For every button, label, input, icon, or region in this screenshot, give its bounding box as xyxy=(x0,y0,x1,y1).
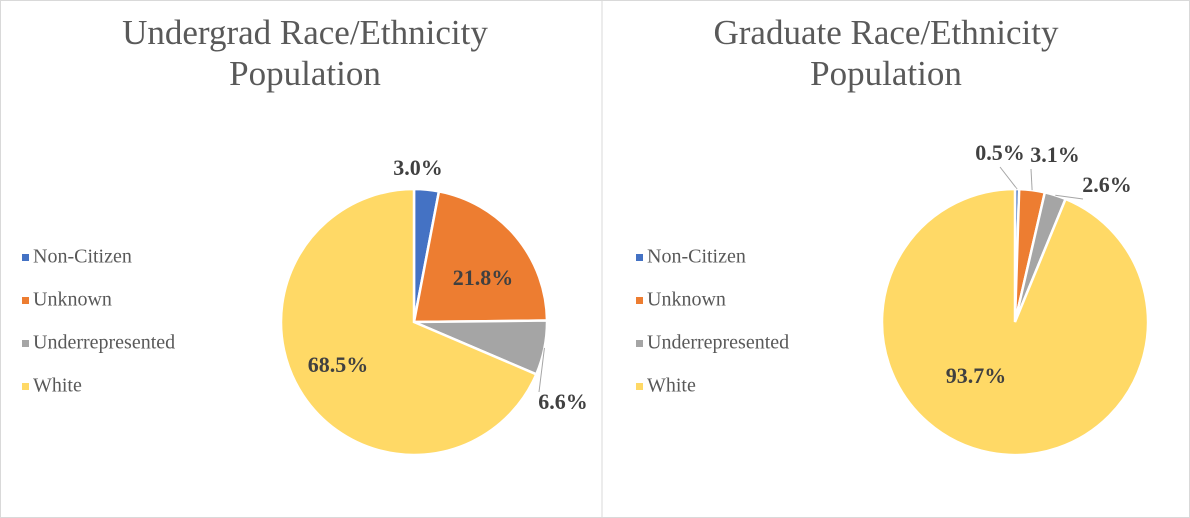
legend-label: Non-Citizen xyxy=(647,246,746,268)
data-label: 68.5% xyxy=(308,352,369,377)
legend-swatch xyxy=(22,297,29,304)
legend-swatch xyxy=(636,340,643,347)
leader-line xyxy=(999,166,1018,190)
legend-label: Unknown xyxy=(647,289,726,311)
leader-line xyxy=(538,347,545,393)
legend-label: White xyxy=(33,375,82,397)
data-label: 3.1% xyxy=(1030,142,1080,167)
legend-label: Underrepresented xyxy=(647,332,789,354)
chart-title: Graduate Race/Ethnicity Population xyxy=(713,13,1059,93)
data-label: 21.8% xyxy=(453,265,514,290)
pie-slice xyxy=(412,189,549,324)
legend-label: Unknown xyxy=(33,289,112,311)
data-label: 2.6% xyxy=(1082,172,1132,197)
legend-label: Underrepresented xyxy=(33,332,175,354)
chart-title: Undergrad Race/Ethnicity Population xyxy=(122,13,488,93)
legend-swatch xyxy=(22,254,29,261)
data-label: 93.7% xyxy=(946,363,1007,388)
legend-swatch xyxy=(22,383,29,390)
leader-line xyxy=(1030,168,1033,191)
data-label: 0.5% xyxy=(975,140,1025,165)
legend-swatch xyxy=(636,254,643,261)
data-label: 6.6% xyxy=(538,389,588,414)
legend-label: White xyxy=(647,375,696,397)
legend-label: Non-Citizen xyxy=(33,246,132,268)
pie-slice xyxy=(279,187,538,457)
legend-swatch xyxy=(636,383,643,390)
leader-line xyxy=(1055,194,1084,200)
data-label: 3.0% xyxy=(393,155,443,180)
legend-swatch xyxy=(22,340,29,347)
legend-swatch xyxy=(636,297,643,304)
pie-slice xyxy=(880,187,1150,457)
